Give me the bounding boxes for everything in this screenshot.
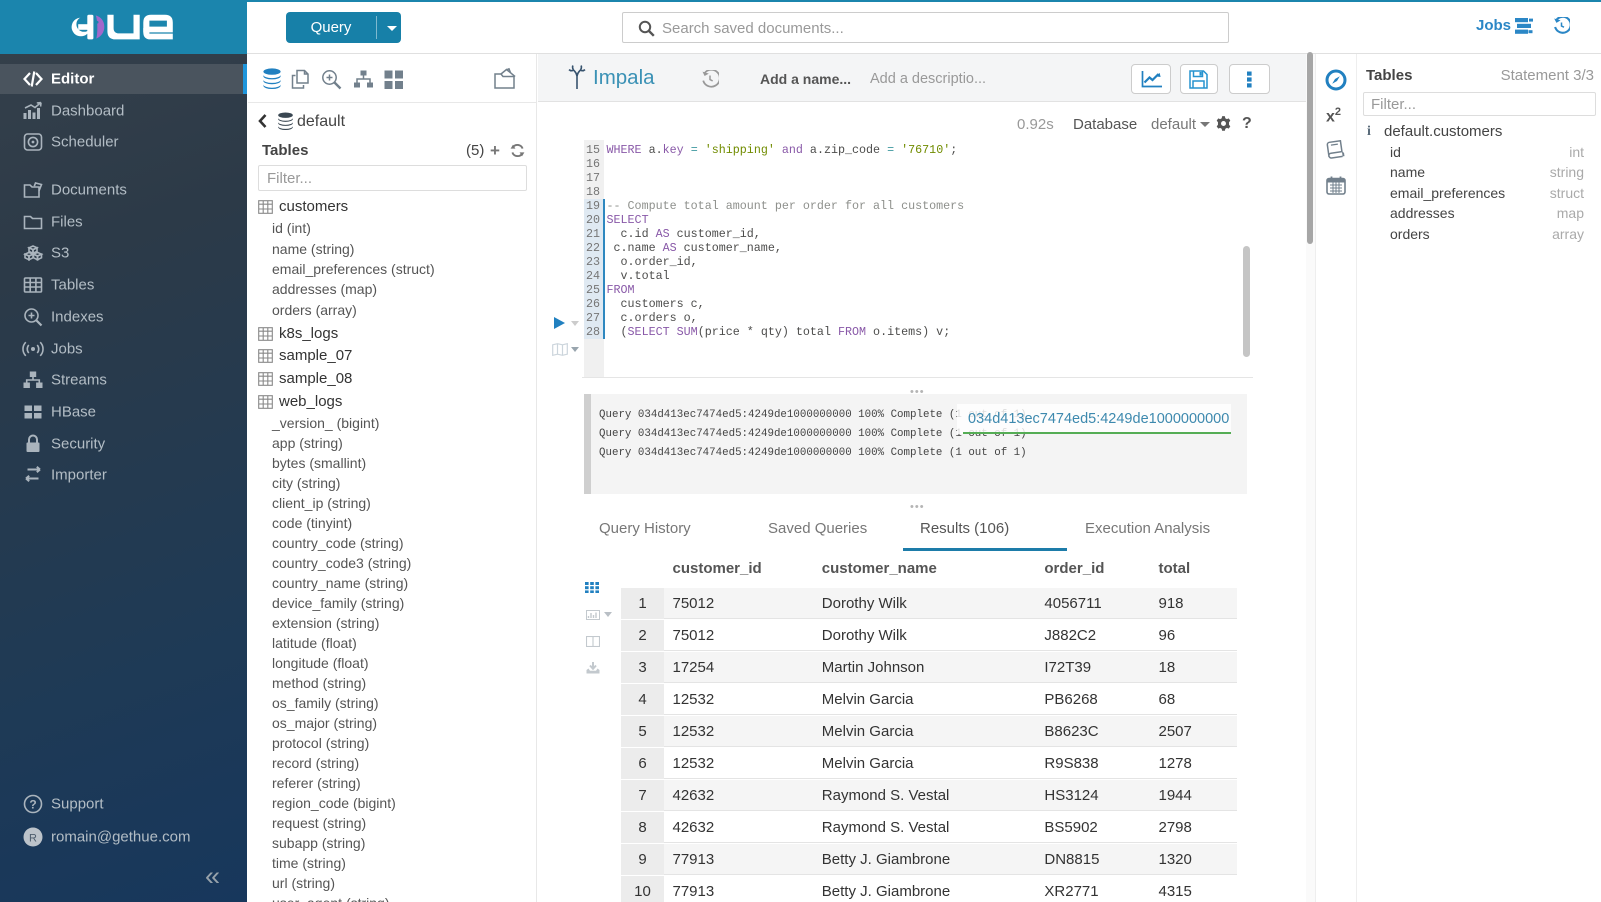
- svg-text:R: R: [29, 833, 37, 845]
- svg-text:?: ?: [29, 798, 36, 812]
